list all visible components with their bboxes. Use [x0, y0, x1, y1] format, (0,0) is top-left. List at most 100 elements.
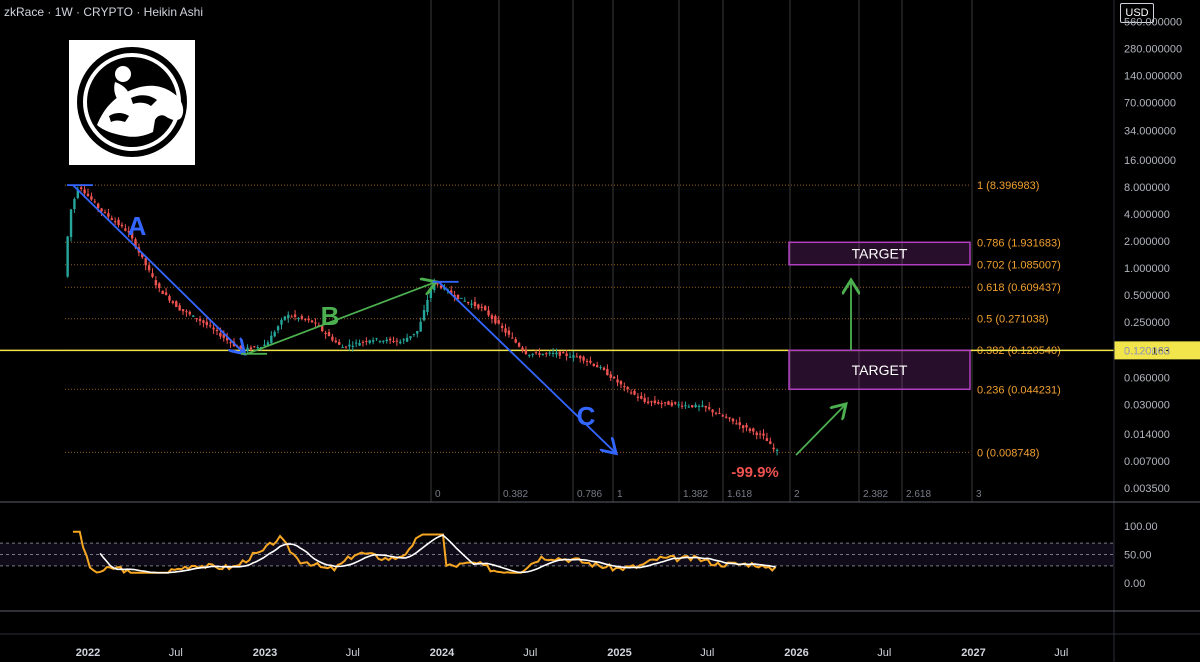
candle-body — [164, 292, 168, 295]
candle-body — [181, 309, 185, 312]
wave-a-arrow — [72, 184, 245, 354]
candle-body — [775, 449, 779, 451]
candle-body — [96, 203, 100, 209]
price-tick-label: 4.000000 — [1124, 209, 1170, 221]
candle-body — [545, 353, 548, 355]
candle-body — [304, 318, 307, 320]
candle-body — [711, 409, 714, 413]
rsi-ma-line — [99, 534, 776, 574]
candle-body — [575, 356, 579, 358]
time-axis-label: 2024 — [430, 647, 455, 659]
target-box — [788, 241, 971, 266]
candle-body — [263, 344, 266, 346]
candle-body — [466, 302, 470, 304]
jockey-on-horse-logo — [69, 40, 195, 165]
candle-body — [331, 336, 334, 341]
price-tick-label: 70.000000 — [1124, 98, 1176, 110]
candle-body — [436, 283, 439, 285]
candle-body — [769, 441, 772, 444]
fib-time-label: 0 — [435, 489, 441, 500]
candle-body — [249, 347, 253, 350]
fib-level-label: 0.382 (0.120540) — [977, 345, 1061, 357]
candle-body — [592, 363, 595, 366]
candle-body — [321, 325, 324, 332]
fib-level-label: 0.5 (0.271038) — [977, 314, 1049, 326]
candle-body — [470, 303, 473, 305]
interval[interactable]: 1W — [54, 5, 73, 19]
candle-body — [663, 402, 667, 404]
candle-body — [572, 355, 575, 358]
candle-body — [490, 315, 494, 319]
header-separator: · — [76, 5, 84, 19]
fib-level-label: 0.236 (0.044231) — [977, 384, 1061, 396]
rsi-tick-label: 0.00 — [1124, 578, 1145, 590]
fib-time-label: 0.786 — [577, 489, 602, 500]
wave-b-arrow — [246, 282, 436, 355]
time-axis-label: Jul — [1054, 647, 1068, 659]
candle-body — [361, 341, 365, 343]
candle-body — [314, 322, 317, 324]
candle-body — [324, 332, 327, 335]
candle-body — [524, 350, 528, 355]
time-axis-label: Jul — [169, 647, 183, 659]
candle-body — [215, 329, 219, 332]
candle-body — [629, 392, 633, 394]
candle-body — [351, 345, 354, 347]
candle-body — [636, 396, 640, 398]
price-tick-label: 2.000000 — [1124, 236, 1170, 248]
candle-body — [653, 400, 657, 404]
rsi-band — [0, 543, 1114, 566]
candle-body — [714, 412, 718, 414]
candle-body — [643, 397, 646, 402]
candle-body — [212, 327, 215, 330]
candle-body — [453, 295, 456, 297]
candle-body — [287, 314, 290, 318]
candle-body — [619, 380, 623, 385]
candle-body — [419, 321, 422, 332]
currency-button[interactable]: USD — [1120, 3, 1154, 23]
candle-body — [531, 353, 534, 355]
candle-body — [650, 401, 653, 403]
candle-body — [161, 290, 164, 295]
fib-time-label: 1.382 — [683, 489, 708, 500]
candle-body — [120, 224, 124, 227]
candle-body — [242, 349, 246, 352]
candle-body — [626, 386, 629, 389]
candle-body — [198, 318, 202, 321]
rsi-tick-label: 50.00 — [1124, 550, 1152, 562]
candle-body — [521, 347, 524, 351]
fib-time-label: 3 — [976, 489, 982, 500]
symbol-name[interactable]: zkRace — [4, 5, 45, 19]
time-axis-label: Jul — [700, 647, 714, 659]
candle-body — [507, 330, 511, 335]
time-axis-label: Jul — [523, 647, 537, 659]
candle-body — [158, 283, 161, 289]
candle-body — [551, 353, 555, 355]
current-price-badge — [1114, 341, 1200, 360]
candle-body — [612, 376, 616, 379]
candle-body — [178, 305, 181, 311]
candle-body — [738, 422, 741, 426]
candle-body — [758, 433, 762, 435]
target-up-arrow — [795, 404, 846, 456]
candle-body — [487, 310, 490, 316]
candle-body — [752, 428, 755, 432]
fib-time-label: 1.618 — [727, 489, 752, 500]
chart-style[interactable]: Heikin Ashi — [143, 5, 204, 19]
candle-body — [548, 352, 551, 354]
candle-body — [707, 407, 711, 410]
price-tick-label: 0.007000 — [1124, 456, 1170, 468]
wave-c-arrow — [437, 281, 616, 454]
candle-body — [721, 415, 724, 417]
candle-body — [327, 332, 331, 337]
candle-body — [246, 347, 249, 351]
candle-body — [667, 401, 670, 405]
candle-body — [405, 337, 409, 342]
candle-body — [273, 332, 276, 337]
candle-body — [127, 231, 130, 233]
candle-body — [595, 365, 599, 368]
candle-body — [270, 335, 273, 344]
rsi-tick-label: 100.00 — [1124, 521, 1158, 533]
candle-body — [585, 360, 589, 362]
